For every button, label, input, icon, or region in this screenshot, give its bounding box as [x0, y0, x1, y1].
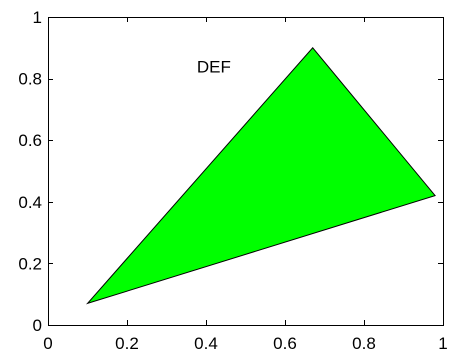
- x-tick-label: 1: [438, 334, 447, 353]
- x-tick-label: 0.8: [352, 334, 376, 353]
- annotation-label: DEF: [197, 57, 231, 76]
- y-tick-label: 1: [33, 8, 42, 27]
- y-tick-label: 0: [33, 316, 42, 335]
- y-tick-label: 0.8: [18, 70, 42, 89]
- y-tick-label: 0.6: [18, 131, 42, 150]
- x-tick-label: 0.2: [115, 334, 139, 353]
- axes-frame: [48, 17, 444, 326]
- y-axis: 0 0.2 0.4 0.6 0.8 1: [18, 8, 443, 335]
- x-tick-label: 0: [43, 334, 52, 353]
- y-tick-label: 0.2: [18, 254, 42, 273]
- y-tick-label: 0.4: [18, 193, 42, 212]
- x-axis: 0 0.2 0.4 0.6 0.8 1: [43, 17, 448, 353]
- annotations: DEF: [197, 57, 231, 76]
- filled-polygon-0: [85, 47, 436, 305]
- plot-area: [85, 47, 436, 305]
- x-tick-label: 0.4: [194, 334, 218, 353]
- x-tick-label: 0.6: [273, 334, 297, 353]
